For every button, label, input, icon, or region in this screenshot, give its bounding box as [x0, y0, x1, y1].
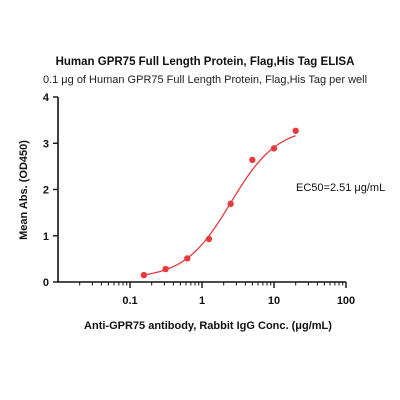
chart-title: Human GPR75 Full Length Protein, Flag,Hi…	[56, 56, 355, 68]
y-tick-label: 2	[43, 185, 49, 197]
chart-subtitle: 0.1 μg of Human GPR75 Full Length Protei…	[43, 74, 367, 86]
data-point	[249, 156, 256, 164]
y-tick-label: 0	[43, 277, 49, 289]
y-tick-label: 4	[43, 92, 50, 104]
data-point	[270, 145, 278, 152]
x-tick-label: 10	[268, 295, 280, 307]
y-tick-label: 3	[43, 138, 49, 150]
y-axis-label: Mean Abs. (OD450)	[18, 140, 30, 240]
ec50-annotation: EC50=2.51 μg/mL	[296, 182, 385, 194]
data-point	[205, 235, 213, 243]
fit-curve	[143, 135, 296, 276]
y-tick-label: 1	[43, 231, 49, 243]
x-axis-label: Anti-GPR75 antibody, Rabbit IgG Conc. (μ…	[84, 320, 332, 332]
x-tick-label: 1	[199, 295, 205, 307]
data-point	[292, 127, 299, 134]
data-point	[184, 255, 191, 262]
x-tick-label: 0.1	[122, 295, 137, 307]
data-point	[162, 265, 169, 273]
fit-curve-layer	[143, 135, 296, 276]
axes: 0 1 2 3 4 0.1 1 10 100	[43, 92, 355, 307]
data-points	[140, 127, 299, 279]
x-tick-label: 100	[337, 295, 355, 307]
data-point	[227, 200, 234, 208]
data-point	[140, 271, 148, 279]
